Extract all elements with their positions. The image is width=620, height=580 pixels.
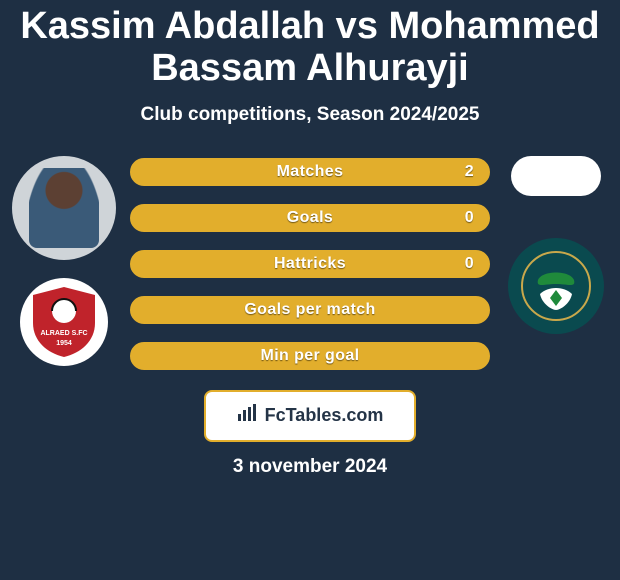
page-title: Kassim Abdallah vs Mohammed Bassam Alhur… bbox=[0, 0, 620, 90]
stat-label: Min per goal bbox=[260, 347, 359, 365]
fctables-logo-text: FcTables.com bbox=[265, 405, 384, 426]
comparison-panel: ALRAED S.FC 1954 Matches2Goals0Hattricks… bbox=[0, 156, 620, 370]
stat-bar: Goals 0 bbox=[130, 204, 490, 232]
stat-bar: Min per goal bbox=[130, 342, 490, 370]
stat-label: Hattricks bbox=[274, 255, 346, 273]
stat-label: Goals per match bbox=[244, 301, 375, 319]
svg-text:1954: 1954 bbox=[56, 340, 72, 347]
player2-column bbox=[500, 156, 620, 334]
bar-chart-icon bbox=[237, 404, 259, 427]
stat-value-right: 2 bbox=[465, 163, 474, 181]
player1-club-badge: ALRAED S.FC 1954 bbox=[20, 278, 108, 366]
player1-column: ALRAED S.FC 1954 bbox=[0, 156, 120, 366]
stat-bars: Matches 2 Goals 0 Hattricks 0 Goals per match M… bbox=[130, 156, 490, 370]
player2-avatar bbox=[511, 156, 601, 196]
svg-text:ALRAED S.FC: ALRAED S.FC bbox=[40, 330, 87, 337]
subtitle: Club competitions, Season 2024/2025 bbox=[0, 104, 620, 126]
stat-label: Matches bbox=[277, 163, 344, 181]
player1-avatar bbox=[12, 156, 116, 260]
stat-bar: Goals per match bbox=[130, 296, 490, 324]
fctables-logo: FcTables.com bbox=[204, 390, 416, 442]
stat-label: Goals bbox=[287, 209, 333, 227]
date-text: 3 november 2024 bbox=[0, 456, 620, 478]
stat-bar: Hattricks 0 bbox=[130, 250, 490, 278]
player1-silhouette-icon bbox=[29, 168, 99, 248]
stat-bar: Matches 2 bbox=[130, 158, 490, 186]
club-emblem-icon bbox=[520, 250, 592, 322]
stat-value-right: 0 bbox=[465, 255, 474, 273]
player2-club-badge bbox=[508, 238, 604, 334]
club-shield-icon: ALRAED S.FC 1954 bbox=[29, 285, 99, 359]
stat-value-right: 0 bbox=[465, 209, 474, 227]
